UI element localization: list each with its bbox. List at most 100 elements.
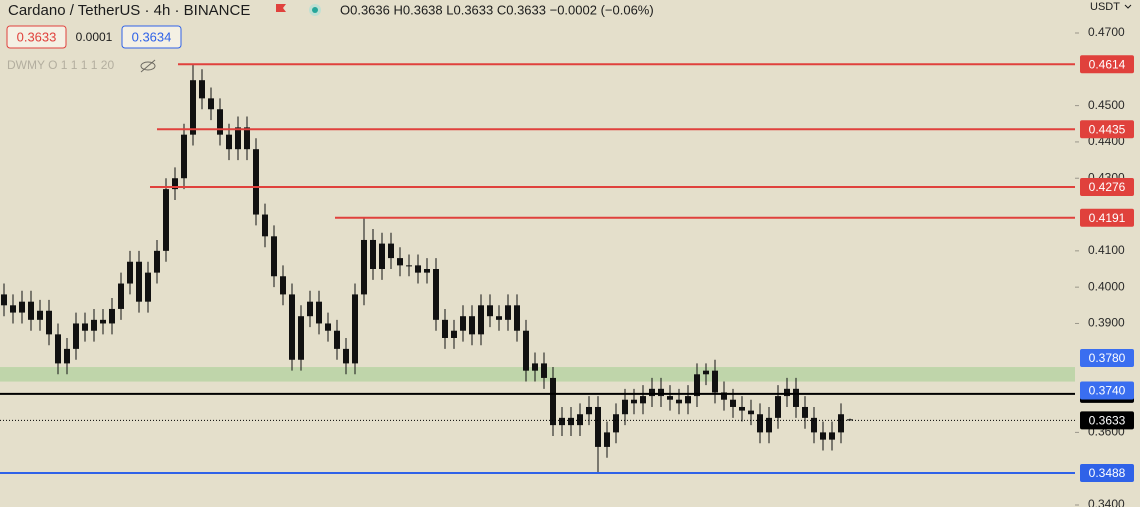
candle-body: [469, 316, 475, 335]
candle-body: [262, 214, 268, 237]
candle-body: [145, 272, 151, 302]
candle-body: [379, 243, 385, 269]
candle-body: [613, 414, 619, 433]
bid-box[interactable]: [6, 25, 67, 49]
y-tick-label: 0.4500: [1088, 98, 1125, 112]
level-label-box: [1080, 177, 1134, 196]
candle-body: [685, 396, 691, 404]
candle-body: [667, 396, 673, 400]
candle-body: [370, 239, 376, 269]
candle-body: [253, 149, 259, 215]
candle-body: [559, 417, 565, 426]
candle-body: [334, 330, 340, 349]
candle-body: [82, 323, 88, 331]
ohlc-readout: O0.3636 H0.3638 L0.3633 C0.3633 −0.0002 …: [340, 2, 654, 17]
zone-label-box: [1080, 349, 1134, 368]
candle-body: [73, 323, 79, 349]
candle-body: [442, 319, 448, 338]
level-label: 0.3488: [1089, 466, 1126, 480]
ask-box[interactable]: [121, 25, 182, 49]
y-tick-label: 0.4000: [1088, 279, 1125, 293]
y-tick-label: 0.3900: [1088, 316, 1125, 330]
ask-price: 0.3634: [132, 29, 172, 44]
candle-body: [703, 370, 709, 375]
candle-body: [397, 258, 403, 266]
candle-body: [721, 392, 727, 400]
candle-body: [271, 236, 277, 277]
status-dot: [312, 7, 318, 13]
candle-body: [235, 127, 241, 150]
y-tick-label: 0.4100: [1088, 243, 1125, 257]
candle-body: [577, 414, 583, 426]
candle-body: [109, 308, 115, 324]
candle-body: [154, 250, 160, 273]
candle-body: [847, 419, 853, 421]
candle-body: [64, 348, 70, 364]
candle-body: [415, 265, 421, 273]
candle-body: [46, 310, 52, 335]
candle-body: [388, 243, 394, 259]
level-label-box: [1080, 464, 1134, 483]
candle-body: [199, 80, 205, 99]
candle-body: [55, 334, 61, 364]
candle-body: [424, 269, 430, 273]
level-label: 0.4614: [1089, 57, 1126, 71]
candles: [1, 64, 853, 474]
candle-body: [181, 134, 187, 179]
candle-body: [838, 414, 844, 433]
candle-body: [478, 305, 484, 335]
candle-body: [523, 330, 529, 371]
zone-label: 0.3780: [1089, 351, 1126, 365]
candle-body: [550, 377, 556, 426]
candle-body: [784, 388, 790, 397]
level-label: 0.4191: [1089, 211, 1126, 225]
candle-body: [10, 305, 16, 313]
zone-label-box: [1080, 381, 1134, 400]
y-tick-label: 0.4700: [1088, 25, 1125, 39]
candle-body: [37, 310, 43, 320]
flag-icon[interactable]: [276, 4, 286, 12]
candle-body: [91, 319, 97, 331]
candle-body: [775, 396, 781, 418]
symbol-title: Cardano / TetherUS · 4h · BINANCE: [8, 2, 250, 19]
interval-bar[interactable]: DWMY O 1 1 1 1 20: [7, 58, 114, 72]
candle-body: [496, 316, 502, 320]
candle-body: [226, 134, 232, 150]
spread: 0.0001: [76, 30, 113, 44]
candle-body: [595, 406, 601, 447]
candle-body: [406, 265, 412, 267]
candle-body: [307, 301, 313, 317]
candle-body: [829, 432, 835, 440]
hide-icon[interactable]: [140, 59, 156, 73]
last-price-box: [1080, 411, 1134, 430]
candle-body: [451, 330, 457, 338]
candle-body: [118, 283, 124, 309]
candle-body: [361, 239, 367, 295]
candle-body: [532, 363, 538, 371]
candle-body: [100, 319, 106, 324]
level-label-box: [1080, 120, 1134, 139]
candle-body: [541, 363, 547, 378]
currency-label[interactable]: USDT: [1090, 1, 1120, 13]
candle-body: [622, 399, 628, 415]
candle-body: [208, 98, 214, 110]
plot-layer: [0, 63, 1075, 475]
candle-body: [811, 417, 817, 433]
candle-body: [631, 399, 637, 404]
candle-body: [163, 189, 169, 251]
currency-chevron[interactable]: [1124, 4, 1132, 9]
level-label: 0.4435: [1089, 122, 1126, 136]
candle-body: [325, 323, 331, 331]
candle-body: [649, 388, 655, 397]
level-label-box: [1080, 208, 1134, 227]
candle-body: [127, 261, 133, 284]
candle-body: [640, 396, 646, 404]
candle-body: [766, 417, 772, 433]
candle-body: [514, 305, 520, 331]
candle-body: [694, 374, 700, 397]
candle-body: [298, 316, 304, 360]
support-zone: [0, 367, 1075, 382]
candle-body: [730, 399, 736, 407]
